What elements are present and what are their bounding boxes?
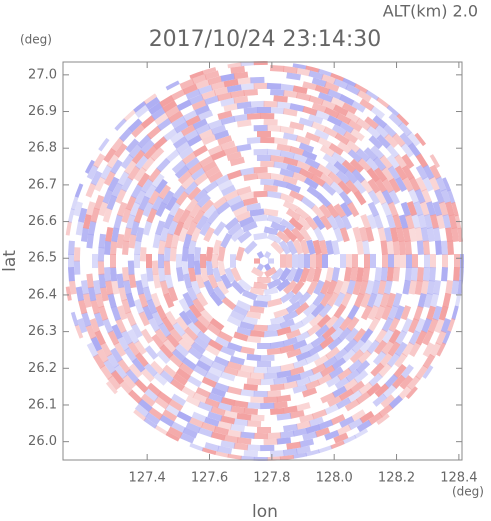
x-unit: (deg) bbox=[452, 485, 484, 499]
y-tick-label: 26.9 bbox=[28, 104, 57, 119]
x-tick-label: 128.0 bbox=[316, 471, 353, 486]
x-tick-label: 128.4 bbox=[440, 471, 477, 486]
y-unit: (deg) bbox=[20, 33, 52, 47]
y-tick-label: 26.3 bbox=[28, 324, 57, 339]
y-tick-label: 26.0 bbox=[28, 434, 57, 449]
chart-subtitle: ALT(km) 2.0 bbox=[383, 2, 478, 21]
y-tick-label: 26.1 bbox=[28, 397, 57, 412]
radar-field bbox=[64, 61, 464, 461]
y-tick-label: 27.0 bbox=[28, 67, 57, 82]
x-axis-label: lon bbox=[252, 502, 278, 521]
y-tick-label: 26.6 bbox=[28, 214, 57, 229]
y-tick-label: 26.2 bbox=[28, 361, 57, 376]
chart-title: 2017/10/24 23:14:30 bbox=[149, 27, 382, 52]
x-tick-label: 127.8 bbox=[253, 471, 290, 486]
x-tick-label: 128.2 bbox=[378, 471, 415, 486]
y-tick-label: 26.8 bbox=[28, 141, 57, 156]
x-tick-label: 127.6 bbox=[191, 471, 228, 486]
y-tick-label: 26.5 bbox=[28, 251, 57, 266]
x-tick-label: 127.4 bbox=[129, 471, 166, 486]
y-tick-label: 26.7 bbox=[28, 177, 57, 192]
plot-frame bbox=[62, 61, 463, 461]
y-axis-label: lat bbox=[0, 250, 20, 272]
y-tick-label: 26.4 bbox=[28, 287, 57, 302]
